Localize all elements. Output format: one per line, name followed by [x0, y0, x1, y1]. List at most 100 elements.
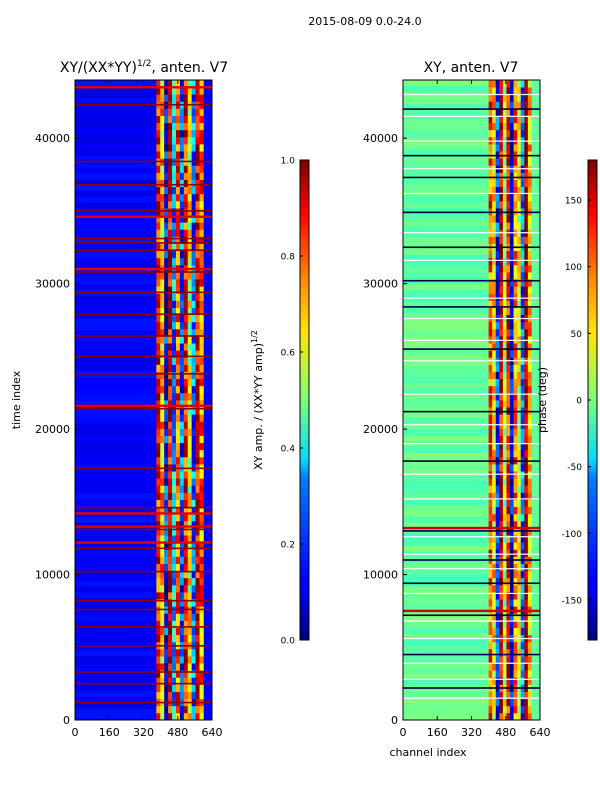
left-heat-cell	[164, 87, 169, 95]
left-heat-cell	[183, 599, 189, 607]
right-heat-cell	[499, 442, 504, 451]
right-heat-cell	[527, 94, 532, 102]
right-heat-row	[403, 382, 489, 389]
right-heat-cell	[492, 620, 497, 628]
right-heat-cell	[527, 641, 532, 650]
right-heat-cell	[502, 627, 507, 636]
right-heat-cell	[520, 528, 525, 536]
right-heat-row	[403, 184, 489, 192]
left-heat-cell	[191, 520, 196, 529]
right-heat-cell	[520, 485, 525, 493]
right-heat-cell	[495, 442, 500, 451]
left-heat-cell	[195, 364, 200, 372]
right-colorbar-tick-label: -100	[562, 530, 583, 540]
right-heat-row	[403, 301, 489, 308]
left-heat-cell	[183, 670, 189, 678]
left-heat-cell	[179, 378, 185, 387]
right-heat-cell	[510, 464, 514, 472]
left-heat-cell	[199, 343, 204, 351]
right-heat-cell	[517, 563, 522, 572]
right-heat-cell	[520, 648, 525, 657]
left-heat-cell	[195, 627, 200, 636]
right-heat-cell	[502, 570, 507, 579]
right-heat-cell	[499, 350, 504, 358]
left-heat-row	[75, 173, 157, 180]
left-heat-cell	[191, 87, 196, 95]
left-heat-cell	[187, 634, 192, 643]
left-heat-cell	[195, 620, 200, 628]
left-heat-row	[75, 324, 157, 331]
right-heat-cell	[520, 328, 525, 337]
right-heat-cell	[495, 485, 500, 493]
left-heat-cell	[168, 485, 173, 493]
right-heat-cell	[495, 328, 500, 337]
right-heat-cell	[517, 350, 522, 358]
right-heat-cell	[506, 641, 511, 650]
right-heat-cell	[488, 200, 493, 209]
left-heat-cell	[164, 592, 169, 600]
right-heat-cell	[524, 520, 529, 529]
right-heat-cell	[517, 663, 522, 671]
left-heat-cell	[168, 307, 173, 316]
right-heat-row	[403, 650, 489, 657]
right-heat-cell	[502, 193, 507, 202]
left-heat-cell	[179, 144, 185, 152]
left-heat-cell	[187, 94, 192, 102]
left-heat-cell	[175, 421, 181, 429]
left-heat-cell	[179, 542, 185, 550]
left-heat-cell	[187, 577, 192, 586]
left-heat-cell	[179, 307, 185, 316]
right-heat-cell	[488, 364, 493, 372]
left-colorbar-tick-label: 0.4	[281, 445, 296, 455]
left-heat-cell	[168, 471, 173, 479]
right-heat-cell	[495, 528, 500, 536]
left-heat-cell	[168, 321, 173, 330]
right-heat-cell	[499, 570, 504, 579]
right-heat-cell	[520, 257, 525, 266]
left-heat-cell	[183, 357, 189, 365]
left-heat-cell	[156, 229, 161, 237]
right-heat-row	[403, 545, 489, 552]
left-heat-cell	[195, 506, 200, 515]
right-heat-cell	[524, 286, 529, 294]
right-heat-cell	[492, 321, 497, 330]
right-heat-cell	[502, 286, 507, 294]
left-heat-cell	[183, 535, 189, 543]
right-heat-cell	[492, 506, 497, 515]
left-heat-cell	[187, 307, 192, 316]
right-heat-cell	[517, 641, 522, 650]
right-heat-cell	[513, 236, 518, 244]
left-heat-cell	[179, 136, 185, 145]
left-heat-cell	[195, 513, 200, 522]
right-heat-cell	[495, 129, 500, 138]
right-heat-cell	[527, 584, 532, 593]
right-heat-cell	[506, 677, 511, 685]
left-heat-cell	[199, 129, 204, 138]
right-heat-cell	[499, 108, 504, 116]
right-heat-cell	[524, 584, 529, 593]
right-heat-cell	[527, 300, 532, 308]
right-heat-cell	[502, 122, 507, 131]
left-heat-cell	[160, 556, 165, 564]
left-heat-cell	[160, 663, 165, 671]
left-heat-cell	[160, 80, 165, 88]
right-heat-cell	[499, 250, 504, 259]
left-heat-cell	[187, 627, 192, 636]
left-heat-cell	[175, 357, 181, 365]
left-heat-cell	[179, 648, 185, 657]
left-heat-cell	[179, 371, 185, 380]
right-heat-row	[403, 504, 489, 512]
left-heat-cell	[199, 570, 204, 579]
left-heat-cell	[164, 272, 169, 280]
left-heat-cell	[191, 563, 196, 572]
left-heat-cell	[168, 513, 173, 522]
left-heat-cell	[164, 456, 169, 465]
left-heat-cell	[168, 528, 173, 536]
left-heat-row	[75, 184, 157, 192]
right-heat-cell	[517, 442, 522, 451]
left-heat-row	[75, 626, 157, 634]
right-heat-cell	[492, 648, 497, 657]
left-heat-cell	[164, 357, 169, 365]
left-heat-cell	[179, 208, 185, 216]
left-heat-cell	[191, 513, 196, 522]
